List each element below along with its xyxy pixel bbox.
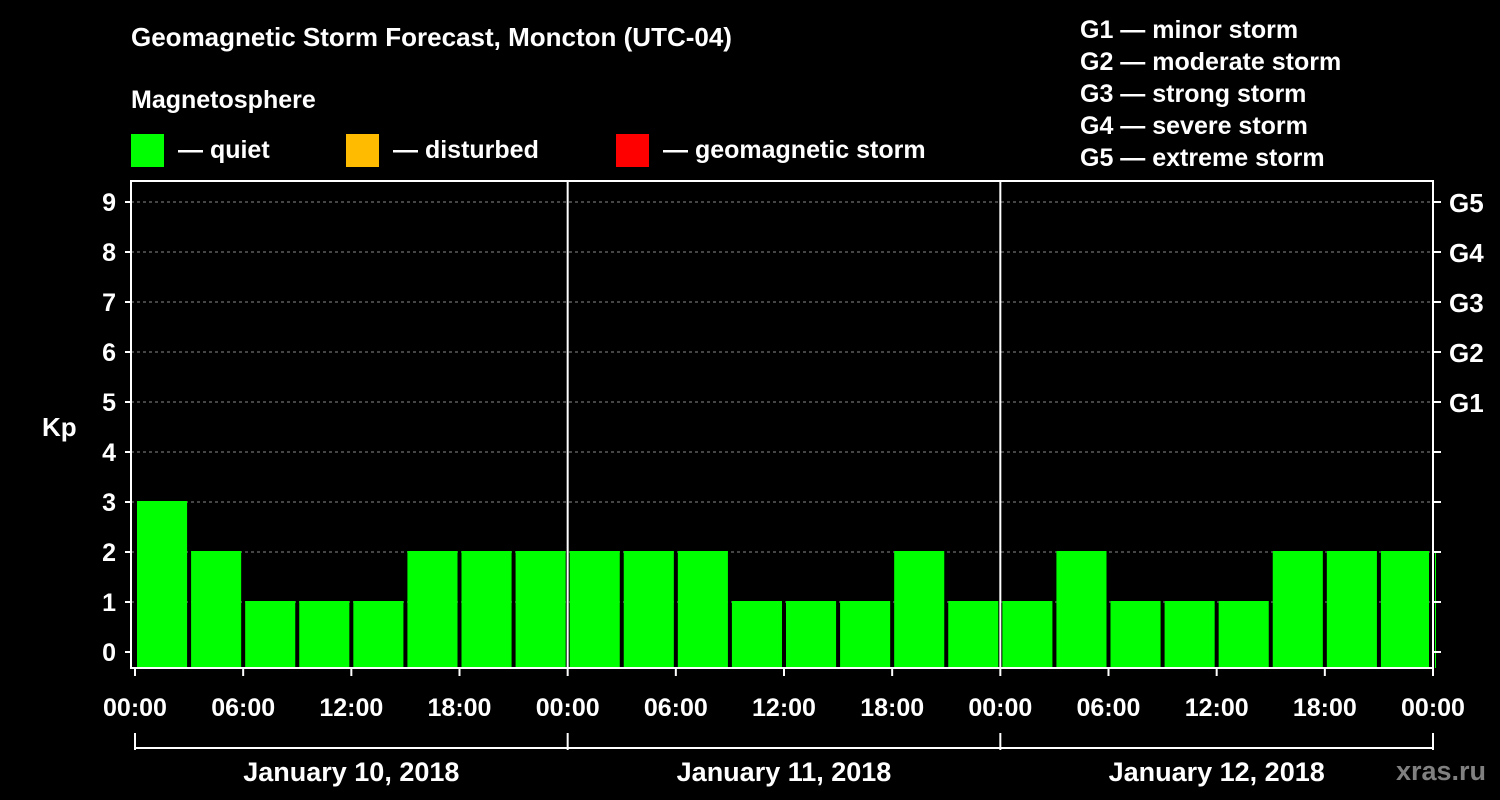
- x-tick-label: 18:00: [428, 694, 492, 722]
- kp-bar: [1056, 551, 1107, 668]
- kp-bar: [1380, 551, 1429, 668]
- kp-bar: [407, 551, 458, 668]
- g-scale-label: G3: [1449, 288, 1484, 318]
- y-tick-label: 4: [102, 439, 116, 467]
- kp-bar: [731, 601, 782, 668]
- y-axis-label: Kp: [42, 412, 77, 442]
- y-tick-label: 3: [102, 489, 116, 517]
- kp-bar: [894, 551, 945, 668]
- x-tick-label: 00:00: [536, 694, 600, 722]
- storm-scale-g4: G4 — severe storm: [1080, 112, 1308, 140]
- y-tick-label: 2: [102, 539, 116, 567]
- g-scale-label: G4: [1449, 238, 1484, 268]
- x-tick-label: 18:00: [860, 694, 924, 722]
- y-tick-label: 1: [102, 589, 116, 617]
- x-tick-label: 12:00: [752, 694, 816, 722]
- kp-bar: [1110, 601, 1161, 668]
- y-tick-label: 0: [102, 639, 116, 667]
- legend-storm-label: — geomagnetic storm: [663, 135, 926, 164]
- y-tick-label: 8: [102, 239, 116, 267]
- legend-quiet-swatch: [131, 133, 164, 167]
- x-tick-label: 18:00: [1293, 694, 1357, 722]
- watermark: xras.ru: [1395, 756, 1486, 786]
- kp-bar: [623, 551, 674, 668]
- y-tick-label: 9: [102, 189, 116, 217]
- x-tick-label: 06:00: [1077, 694, 1141, 722]
- legend-disturbed-label: — disturbed: [393, 135, 539, 164]
- kp-bar: [299, 601, 350, 668]
- day-label: January 12, 2018: [1109, 757, 1325, 787]
- x-tick-label: 06:00: [644, 694, 708, 722]
- kp-bar: [677, 551, 728, 668]
- subtitle: Magnetosphere: [131, 86, 316, 114]
- x-tick-label: 12:00: [1185, 694, 1249, 722]
- kp-bar: [1218, 601, 1269, 668]
- storm-scale-g5: G5 — extreme storm: [1080, 144, 1325, 172]
- kp-bar: [1326, 551, 1377, 668]
- storm-scale-legend: G1 — minor storm G2 — moderate storm G3 …: [1080, 14, 1341, 174]
- kp-bar: [245, 601, 296, 668]
- kp-bar: [786, 601, 837, 668]
- day-label: January 10, 2018: [243, 757, 459, 787]
- y-tick-label: 6: [102, 339, 116, 367]
- kp-bar: [461, 551, 512, 668]
- x-tick-label: 00:00: [968, 694, 1032, 722]
- storm-scale-g2: G2 — moderate storm: [1080, 48, 1342, 76]
- kp-bar: [1002, 601, 1053, 668]
- legend-quiet: — quiet: [131, 133, 270, 167]
- legend-disturbed-swatch: [346, 133, 379, 167]
- page-title: Geomagnetic Storm Forecast, Moncton (UTC…: [131, 22, 732, 52]
- kp-bar: [948, 601, 999, 668]
- y-tick-label: 5: [102, 389, 116, 417]
- legend-disturbed: — disturbed: [346, 133, 539, 167]
- legend-quiet-label: — quiet: [178, 135, 270, 164]
- storm-scale-g3: G3 — strong storm: [1080, 80, 1307, 108]
- x-tick-label: 00:00: [103, 694, 167, 722]
- kp-bar: [1435, 551, 1436, 668]
- g-scale-label: G5: [1449, 188, 1484, 218]
- kp-bar: [840, 601, 891, 668]
- legend-storm-swatch: [616, 133, 649, 167]
- x-tick-label: 00:00: [1401, 694, 1465, 722]
- day-label: January 11, 2018: [677, 757, 892, 787]
- kp-bar: [1272, 551, 1323, 668]
- x-tick-label: 06:00: [211, 694, 275, 722]
- storm-scale-g1: G1 — minor storm: [1080, 16, 1299, 44]
- x-tick-label: 12:00: [319, 694, 383, 722]
- plot-frame: [130, 180, 1434, 669]
- kp-bar: [569, 551, 620, 668]
- g-scale-label: G2: [1449, 338, 1484, 368]
- kp-bar: [515, 551, 566, 668]
- kp-bar: [1164, 601, 1215, 668]
- g-scale-label: G1: [1449, 388, 1484, 418]
- y-tick-label: 7: [102, 289, 116, 317]
- legend-storm: — geomagnetic storm: [616, 133, 926, 167]
- kp-bar: [353, 601, 404, 668]
- kp-bar: [137, 501, 188, 668]
- kp-bar: [191, 551, 242, 668]
